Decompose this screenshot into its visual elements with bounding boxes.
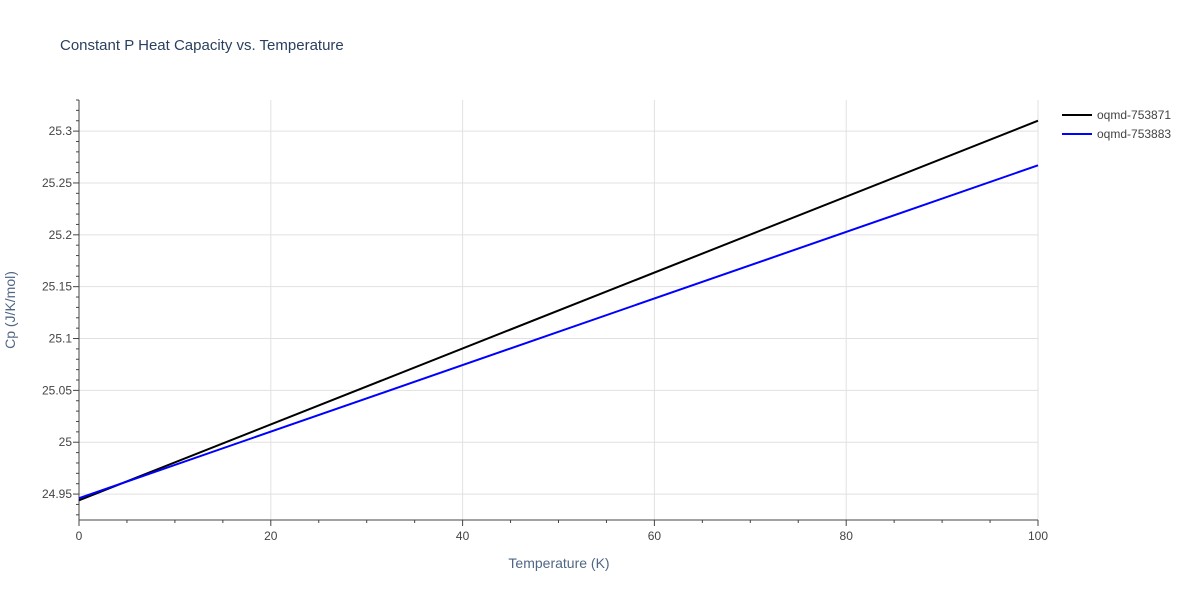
- x-tick-label: 20: [264, 529, 278, 543]
- y-tick-label: 25.2: [49, 228, 73, 242]
- x-tick-label: 80: [840, 529, 854, 543]
- series-layer: [78, 119, 1039, 502]
- y-tick-label: 25: [59, 435, 73, 449]
- legend-label: oqmd-753883: [1097, 127, 1171, 141]
- y-tick-label: 25.15: [42, 280, 72, 294]
- y-tick-label: 25.05: [42, 383, 72, 397]
- legend-label: oqmd-753871: [1097, 108, 1171, 122]
- x-tick-label: 0: [76, 529, 83, 543]
- axes: 0 20 40 60 80 100 24.95 25 25.05 25.1 25.15 25.2 25.…: [42, 99, 1048, 543]
- x-tick-label: 100: [1028, 529, 1048, 543]
- y-tick-label: 25.1: [49, 332, 73, 346]
- legend-item-oqmd-753871[interactable]: oqmd-753871: [1062, 108, 1171, 122]
- y-tick-label: 25.3: [49, 124, 73, 138]
- legend[interactable]: oqmd-753871 oqmd-753883: [1062, 108, 1171, 141]
- series-line-oqmd-753871: [78, 119, 1039, 502]
- x-axis-title: Temperature (K): [508, 555, 609, 571]
- y-tick-label: 25.25: [42, 176, 72, 190]
- y-axis-title: Cp (J/K/mol): [2, 271, 18, 349]
- chart-title: Constant P Heat Capacity vs. Temperature: [60, 37, 344, 54]
- x-tick-label: 40: [456, 529, 470, 543]
- y-tick-label: 24.95: [42, 487, 72, 501]
- x-tick-label: 60: [648, 529, 662, 543]
- legend-item-oqmd-753883[interactable]: oqmd-753883: [1062, 127, 1171, 141]
- series-line-oqmd-753883: [78, 164, 1039, 500]
